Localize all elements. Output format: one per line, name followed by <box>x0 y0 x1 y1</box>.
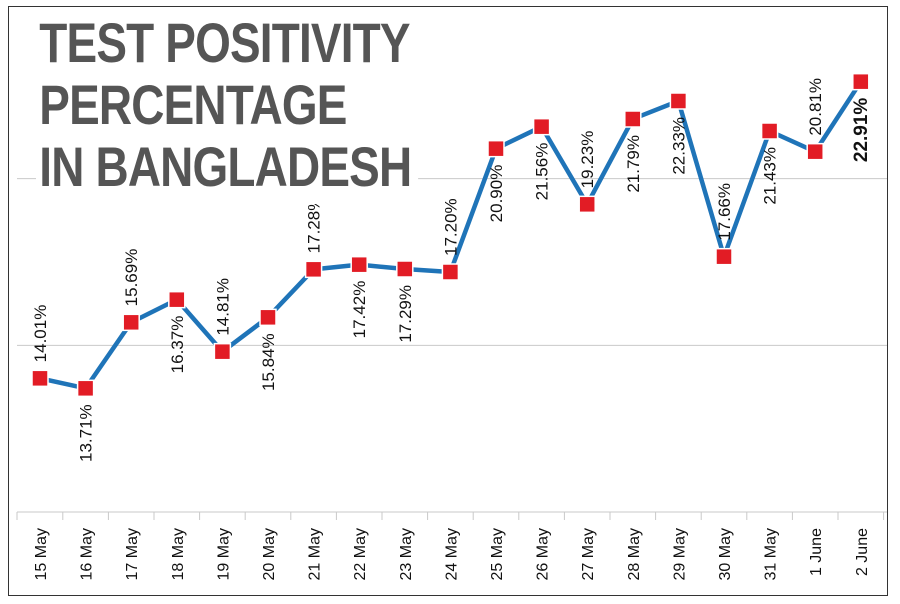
data-point-marker <box>350 255 368 274</box>
data-label: 14.81% <box>213 278 232 336</box>
x-axis-tick-label: 1 June <box>808 528 825 576</box>
data-point-marker <box>213 342 232 361</box>
data-point-marker <box>487 139 505 158</box>
data-label: 22.33% <box>669 117 688 175</box>
data-label: 21.43% <box>761 147 780 205</box>
data-point-marker <box>259 308 277 327</box>
x-axis-tick-label: 17 May <box>124 528 141 580</box>
x-axis-tick-label: 15 May <box>33 528 50 580</box>
data-point-marker <box>441 263 460 281</box>
data-label: 22.91% <box>851 98 872 163</box>
x-axis-tick-label: 30 May <box>717 528 734 580</box>
data-point-marker <box>852 72 870 91</box>
x-axis-tick-label: 22 May <box>352 528 369 580</box>
x-axis-tick-label: 19 May <box>215 528 232 580</box>
data-label: 17.28% <box>305 196 324 254</box>
x-axis-tick-label: 27 May <box>580 528 597 580</box>
marker-group <box>31 72 870 398</box>
data-point-marker <box>168 290 186 309</box>
chart-title-line-2: PERCENTAGE <box>39 73 347 136</box>
x-axis-tick-label: 29 May <box>671 528 688 580</box>
x-axis-tick-label: 21 May <box>307 528 324 580</box>
x-axis-tick-label: 26 May <box>535 528 552 580</box>
x-axis-tick-label: 2 June <box>854 528 871 576</box>
data-label: 17.20% <box>441 198 460 256</box>
data-label: 20.90% <box>487 165 506 223</box>
data-label: 15.69% <box>122 249 141 307</box>
data-label: 16.37% <box>168 316 187 374</box>
data-point-marker <box>122 313 140 332</box>
x-axis-tick-label: 18 May <box>170 528 187 580</box>
chart-title-line-1: TEST POSITIVITY <box>39 11 410 74</box>
x-axis-tick-label: 24 May <box>443 528 460 580</box>
data-point-marker <box>669 92 688 110</box>
data-point-marker <box>806 142 824 161</box>
data-label: 17.66% <box>715 183 734 241</box>
data-label: 17.29% <box>396 285 415 343</box>
data-point-marker <box>304 260 323 279</box>
data-point-marker <box>715 247 733 266</box>
data-label: 15.84% <box>259 333 278 391</box>
data-label: 14.01% <box>31 305 50 363</box>
chart-title: TEST POSITIVITY PERCENTAGE IN BANGLADESH <box>36 12 418 204</box>
x-axis-tick-group: 15 May 16 May 17 May 18 May 19 May 20 May 21 M… <box>33 528 871 581</box>
data-point-marker <box>624 110 642 128</box>
data-label: 21.56% <box>533 143 552 201</box>
data-label-group: 14.01% 13.71% 15.69% 16.37% 14.81% 15.84% 17.2… <box>31 78 872 462</box>
x-axis-tick-label: 23 May <box>398 528 415 580</box>
x-axis-tick-label: 28 May <box>626 528 643 580</box>
data-label: 19.23% <box>578 131 597 189</box>
x-axis-tick-label: 31 May <box>763 528 780 580</box>
data-point-marker <box>532 117 551 136</box>
data-label: 17.42% <box>350 281 369 339</box>
x-axis-tick-label: 25 May <box>489 528 506 580</box>
data-point-marker <box>760 122 779 140</box>
x-axis-tick-label: 16 May <box>79 528 96 580</box>
data-point-marker <box>396 260 414 278</box>
chart-title-line-3: IN BANGLADESH <box>39 135 412 198</box>
data-label: 21.79% <box>624 135 643 193</box>
data-label: 20.81% <box>806 78 825 136</box>
data-point-marker <box>31 369 49 388</box>
data-label: 13.71% <box>77 404 96 462</box>
x-axis-tick-label: 20 May <box>261 528 278 580</box>
data-point-marker <box>578 195 596 214</box>
data-point-marker <box>76 379 95 398</box>
